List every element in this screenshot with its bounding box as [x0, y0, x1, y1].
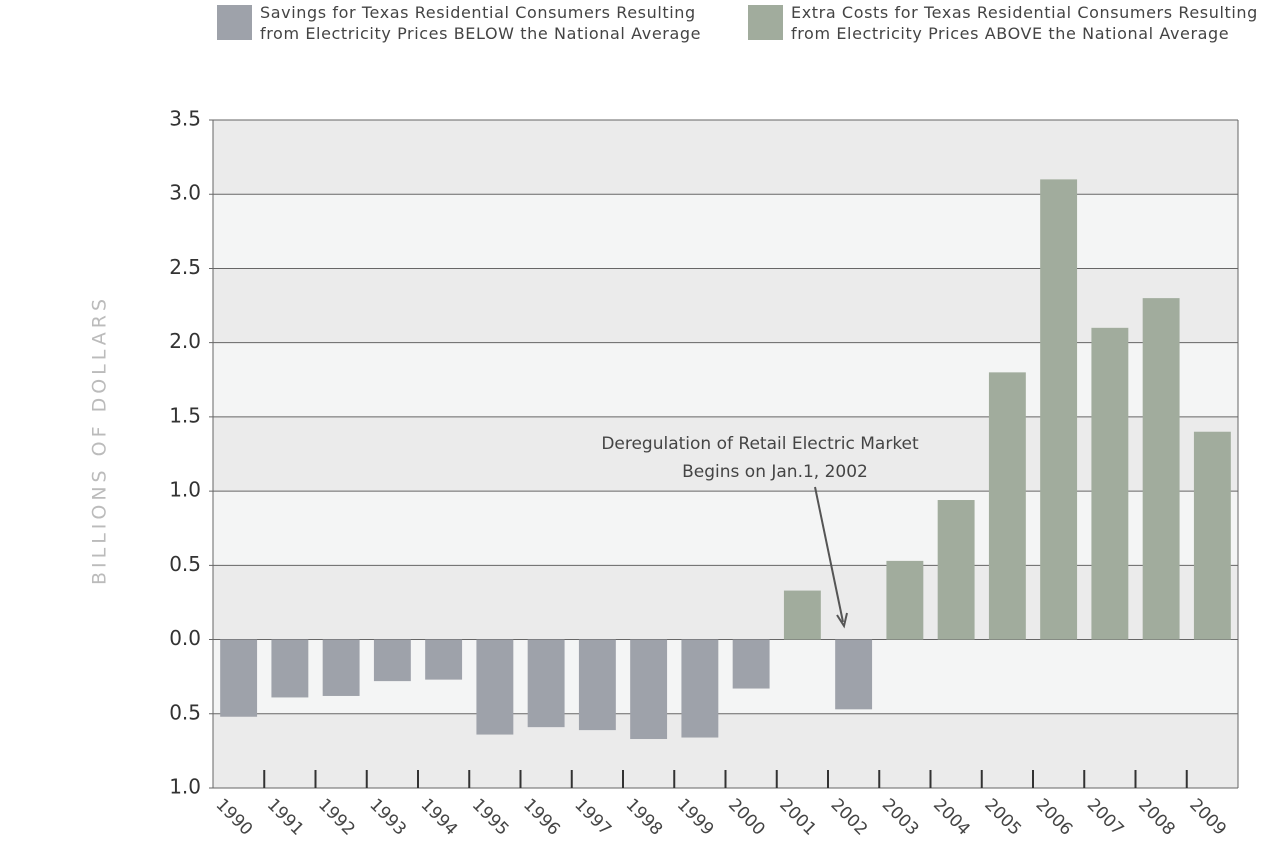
bar	[373, 639, 411, 682]
x-tick-label: 1994	[417, 795, 462, 840]
bar	[937, 500, 975, 640]
bar	[1091, 327, 1129, 640]
annotation: Begins on Jan.1, 2002	[682, 462, 868, 482]
x-tick-label: 2002	[827, 795, 872, 840]
y-tick-label: 1.0	[169, 775, 201, 799]
legend-item: Extra Costs for Texas Residential Consum…	[748, 2, 1267, 44]
annotation-arrowhead	[836, 612, 848, 629]
bar	[835, 639, 873, 710]
bar	[476, 639, 514, 735]
x-tick-label: 2004	[929, 795, 974, 840]
x-tick-label: 2001	[775, 795, 820, 840]
x-tick-label: 2008	[1134, 795, 1179, 840]
bar	[1193, 431, 1231, 640]
y-axis-label: BILLIONS OF DOLLARS	[89, 295, 111, 585]
x-tick-label: 2007	[1083, 795, 1128, 840]
y-tick-label: 0.5	[169, 552, 201, 576]
annotation-arrow	[814, 486, 844, 623]
legend-label: Extra Costs for Texas Residential Consum…	[791, 3, 1258, 43]
bar	[681, 639, 719, 738]
bar	[322, 639, 360, 696]
bar	[271, 639, 309, 698]
x-tick-label: 1998	[622, 795, 667, 840]
annotation: Deregulation of Retail Electric Market	[601, 434, 919, 454]
legend-label: Savings for Texas Residential Consumers …	[260, 3, 702, 43]
x-tick-label: 2006	[1032, 795, 1077, 840]
grid-band	[213, 565, 1238, 640]
x-tick-label: 1993	[365, 795, 410, 840]
bar	[630, 639, 668, 740]
bar	[783, 590, 821, 640]
y-tick-label: 0.5	[169, 700, 201, 724]
y-tick-label: 2.0	[169, 329, 201, 353]
x-tick-label: 1995	[468, 795, 513, 840]
bar	[220, 639, 258, 717]
bar	[1040, 179, 1078, 640]
x-tick-label: 2005	[980, 795, 1025, 840]
legend-item: Savings for Texas Residential Consumers …	[217, 2, 740, 44]
bar	[578, 639, 616, 731]
y-tick-label: 0.0	[169, 626, 201, 650]
legend-swatch	[217, 5, 252, 40]
bar	[425, 639, 463, 680]
x-tick-label: 1992	[314, 795, 359, 840]
y-tick-label: 3.5	[169, 107, 201, 131]
bar	[527, 639, 565, 728]
bar	[732, 639, 770, 689]
legend-swatch	[748, 5, 783, 40]
x-tick-label: 1997	[570, 795, 615, 840]
x-tick-label: 1999	[673, 795, 718, 840]
y-tick-label: 2.5	[169, 255, 201, 279]
x-tick-label: 2000	[724, 795, 769, 840]
bar	[1142, 298, 1180, 640]
bar	[988, 372, 1026, 640]
x-tick-label: 2009	[1185, 795, 1230, 840]
bar	[886, 560, 924, 640]
x-tick-label: 1991	[263, 795, 308, 840]
y-tick-label: 3.0	[169, 181, 201, 205]
y-tick-label: 1.0	[169, 478, 201, 502]
y-tick-label: 1.5	[169, 403, 201, 427]
grid-band	[213, 120, 1238, 195]
x-tick-label: 1996	[519, 795, 564, 840]
grid-band	[213, 268, 1238, 343]
x-tick-label: 1990	[212, 795, 257, 840]
x-tick-label: 2003	[878, 795, 923, 840]
